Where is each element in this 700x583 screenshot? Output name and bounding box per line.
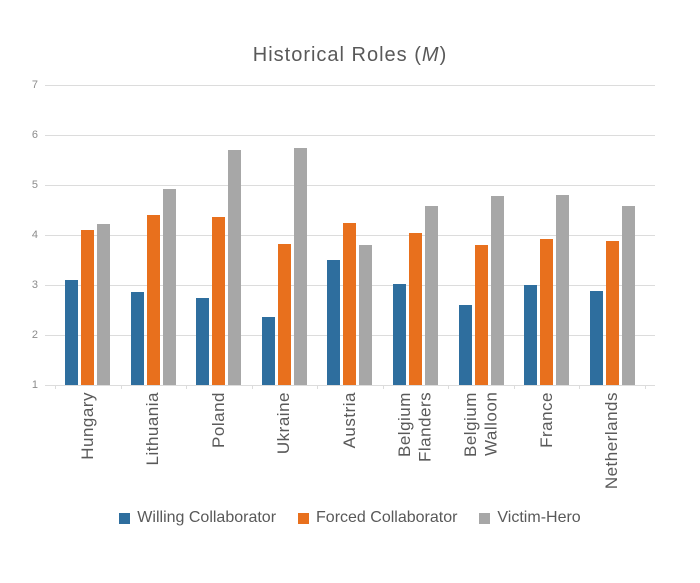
bar-forced-collaborator-belgium-walloon: [474, 244, 488, 385]
x-label-ukraine: Ukraine: [274, 392, 294, 455]
bar-group-poland: [196, 85, 242, 385]
y-tick-label-4: 4: [31, 229, 38, 241]
bar-forced-collaborator-france: [540, 239, 554, 385]
bar-willing-collaborator-austria: [327, 260, 341, 385]
x-label-slot-netherlands: Netherlands: [580, 392, 646, 506]
bar-group-austria: [327, 85, 373, 385]
x-label-slot-lithuania: Lithuania: [121, 392, 187, 506]
x-label-hungary: Hungary: [77, 392, 97, 460]
gridline-y-1: [45, 385, 655, 386]
bar-willing-collaborator-hungary: [65, 280, 79, 385]
legend-item-forced-collaborator: Forced Collaborator: [298, 509, 457, 527]
x-tick-7: [513, 385, 515, 389]
bar-victim-hero-belgium-flanders: [425, 206, 438, 385]
x-label-belgium-walloon: Belgium Walloon: [460, 392, 501, 457]
legend-marker-forced-collaborator: [298, 512, 310, 524]
x-label-poland: Poland: [208, 392, 228, 448]
gridline-y-7: [45, 85, 655, 86]
bar-group-belgium-flanders: [393, 85, 438, 385]
legend-label-forced-collaborator: Forced Collaborator: [316, 509, 458, 526]
y-axis: 1 2 3 4 5 6 7: [0, 79, 38, 391]
x-label-slot-belgium-flanders: Belgium Flanders: [383, 392, 449, 506]
bar-victim-hero-poland: [228, 150, 242, 385]
x-label-slot-austria: Austria: [317, 392, 383, 506]
legend-label-victim-hero: Victim-Hero: [497, 509, 581, 526]
y-tick-label-3: 3: [31, 279, 38, 291]
bar-group-lithuania: [130, 85, 176, 385]
x-tick-4: [317, 385, 319, 389]
chart-title: Historical Roles (M): [0, 44, 700, 67]
bar-willing-collaborator-lithuania: [130, 291, 144, 385]
bar-group-ukraine: [261, 85, 307, 385]
chart-title-prefix: Historical Roles (: [252, 44, 422, 66]
plot-area: [45, 85, 655, 389]
y-tick-label-1: 1: [31, 379, 38, 391]
gridline-y-5: [45, 185, 655, 186]
x-label-austria: Austria: [339, 392, 359, 449]
bars-container: [45, 85, 655, 385]
x-tick-5: [382, 385, 384, 389]
x-tick-9: [645, 385, 646, 389]
bar-group-belgium-walloon: [458, 85, 504, 385]
x-tick-8: [579, 385, 581, 389]
bar-victim-hero-lithuania: [162, 189, 176, 385]
bar-willing-collaborator-belgium-flanders: [393, 284, 406, 385]
chart-title-suffix: ): [439, 44, 448, 66]
x-label-netherlands: Netherlands: [602, 392, 622, 490]
y-tick-label-7: 7: [31, 79, 38, 91]
bar-victim-hero-ukraine: [293, 147, 307, 385]
chart-title-m: M: [421, 44, 440, 66]
x-tick-3: [251, 385, 253, 389]
bar-willing-collaborator-poland: [196, 297, 210, 385]
legend-item-willing-collaborator: Willing Collaborator: [119, 509, 276, 527]
bar-willing-collaborator-netherlands: [589, 291, 603, 385]
x-tick-0: [55, 385, 56, 389]
bar-forced-collaborator-austria: [343, 223, 357, 385]
bar-victim-hero-france: [556, 194, 570, 385]
bar-willing-collaborator-france: [524, 285, 538, 385]
bar-group-netherlands: [589, 85, 635, 385]
legend-marker-victim-hero: [479, 512, 491, 524]
x-axis-labels: Hungary Lithuania Poland Ukraine Austria Belg…: [45, 392, 655, 506]
x-label-slot-france: France: [514, 392, 580, 506]
x-label-france: France: [536, 392, 556, 448]
bar-forced-collaborator-netherlands: [605, 240, 619, 385]
x-label-belgium-flanders: Belgium Flanders: [395, 392, 435, 463]
bar-forced-collaborator-poland: [212, 216, 226, 385]
x-label-slot-hungary: Hungary: [55, 392, 121, 506]
legend-item-victim-hero: Victim-Hero: [479, 509, 581, 527]
x-label-slot-belgium-walloon: Belgium Walloon: [448, 392, 514, 506]
bar-victim-hero-belgium-walloon: [490, 196, 504, 385]
y-tick-label-5: 5: [31, 179, 38, 191]
x-label-slot-poland: Poland: [186, 392, 252, 506]
bar-forced-collaborator-belgium-flanders: [409, 233, 422, 385]
x-tick-2: [186, 385, 188, 389]
bar-forced-collaborator-hungary: [81, 230, 95, 385]
legend-marker-willing-collaborator: [119, 512, 131, 524]
bar-willing-collaborator-ukraine: [261, 317, 275, 385]
bar-group-hungary: [65, 85, 111, 385]
bar-group-france: [524, 85, 570, 385]
legend: Willing Collaborator Forced Collaborator V…: [0, 509, 700, 527]
bar-victim-hero-austria: [359, 245, 373, 385]
bar-forced-collaborator-ukraine: [277, 243, 291, 385]
x-tick-1: [120, 385, 122, 389]
bar-willing-collaborator-belgium-walloon: [458, 305, 472, 385]
bar-victim-hero-hungary: [97, 224, 111, 385]
y-tick-label-2: 2: [31, 329, 38, 341]
bar-victim-hero-netherlands: [621, 206, 635, 385]
bar-forced-collaborator-lithuania: [146, 215, 160, 385]
legend-label-willing-collaborator: Willing Collaborator: [137, 509, 277, 526]
gridline-y-6: [45, 135, 655, 136]
y-tick-label-6: 6: [31, 129, 38, 141]
x-tick-6: [448, 385, 450, 389]
x-label-lithuania: Lithuania: [143, 392, 163, 466]
x-label-slot-ukraine: Ukraine: [252, 392, 318, 506]
